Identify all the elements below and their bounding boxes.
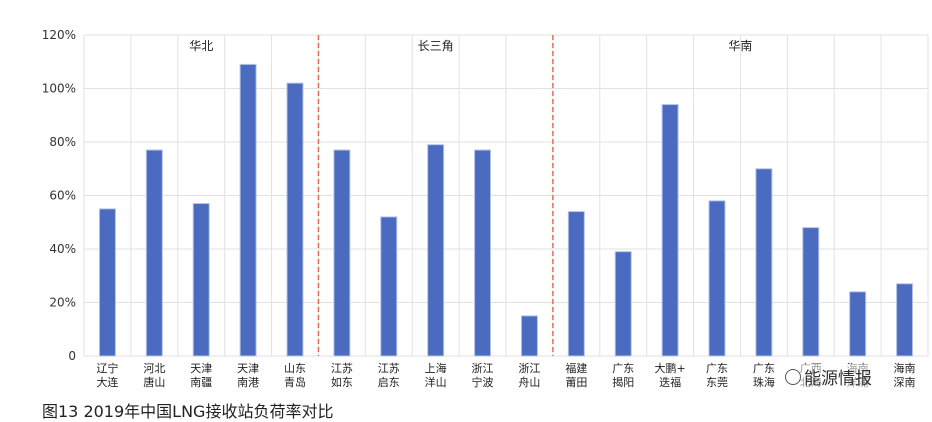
bar [849, 291, 867, 357]
bar [98, 208, 116, 357]
bar [333, 149, 351, 357]
watermark: 能源情报 [782, 364, 875, 389]
x-category-label: 洋山 [425, 375, 447, 389]
y-tick-label: 40% [49, 242, 76, 256]
x-category-label: 深南 [894, 376, 916, 389]
x-category-label: 天津 [237, 362, 259, 375]
y-tick-label: 60% [49, 189, 76, 203]
bar [427, 144, 445, 357]
bar [520, 315, 538, 357]
x-category-label: 舟山 [518, 375, 540, 389]
x-category-label: 广东 [706, 362, 728, 375]
x-category-label: 南港 [237, 376, 259, 389]
x-category-label: 南疆 [190, 376, 212, 389]
bar [474, 149, 492, 357]
region-label: 长三角 [418, 39, 454, 53]
bars [98, 63, 914, 357]
x-category-label: 大鹏+ [655, 361, 686, 375]
y-tick-label: 120% [42, 28, 76, 42]
y-tick-label: 80% [49, 135, 76, 149]
x-category-label: 广东 [612, 362, 634, 375]
bar [286, 82, 304, 357]
wechat-icon [785, 369, 801, 385]
x-category-label: 青岛 [284, 375, 306, 389]
x-category-label: 上海 [425, 361, 447, 375]
x-category-label: 河北 [143, 362, 165, 375]
bar [896, 283, 914, 357]
region-label: 华南 [728, 38, 752, 53]
bar [239, 63, 257, 357]
x-category-label: 山东 [284, 362, 306, 375]
x-category-label: 天津 [190, 362, 212, 375]
bar [755, 168, 773, 357]
gridlines [83, 34, 929, 357]
bar [614, 251, 632, 357]
x-category-label: 唐山 [143, 375, 165, 389]
x-category-label: 如东 [331, 375, 353, 389]
x-category-label: 宁波 [472, 375, 494, 389]
x-category-label: 浙江 [472, 362, 494, 375]
x-category-label: 揭阳 [612, 375, 634, 389]
region-label: 华北 [189, 39, 213, 53]
region-dividers [317, 35, 554, 356]
x-category-label: 海南 [894, 361, 916, 375]
x-category-label: 江苏 [331, 362, 353, 375]
x-category-label: 江苏 [378, 362, 400, 375]
x-category-label: 辽宁 [96, 361, 118, 375]
x-category-label: 启东 [378, 376, 400, 389]
x-category-label: 广东 [753, 362, 775, 375]
x-category-label: 珠海 [753, 375, 775, 389]
x-category-label: 大连 [96, 375, 118, 389]
figure-caption: 图13 2019年中国LNG接收站负荷率对比 [42, 402, 334, 421]
x-category-label: 浙江 [518, 362, 540, 375]
region-labels: 华北 长三角 华南 [189, 38, 752, 53]
x-category-label: 福建 [565, 361, 587, 375]
y-tick-label: 0 [68, 349, 76, 363]
x-category-label: 莆田 [565, 376, 587, 389]
y-tick-label: 20% [49, 296, 76, 310]
watermark-text: 能源情报 [804, 369, 872, 389]
bar [380, 216, 398, 357]
bar [145, 149, 163, 357]
bar [192, 203, 210, 357]
bar [567, 211, 585, 357]
bar [802, 227, 820, 357]
x-category-label: 迭福 [659, 375, 681, 389]
y-axis-ticks: 0 20% 40% 60% 80% 100% 120% [42, 28, 76, 363]
bar [661, 104, 679, 357]
bar [708, 200, 726, 357]
y-tick-label: 100% [42, 82, 76, 96]
x-category-label: 东莞 [706, 376, 728, 389]
